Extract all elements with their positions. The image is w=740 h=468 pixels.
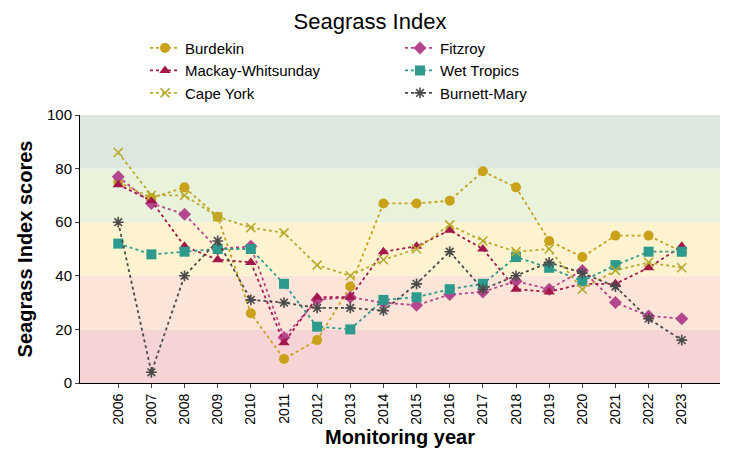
svg-text:Cape York: Cape York	[185, 85, 255, 102]
svg-text:20: 20	[55, 321, 72, 338]
svg-text:Seagrass Index: Seagrass Index	[294, 9, 447, 34]
svg-text:2023: 2023	[673, 393, 689, 424]
svg-text:Seagrass Index scores: Seagrass Index scores	[14, 141, 36, 358]
svg-text:80: 80	[55, 160, 72, 177]
svg-text:2012: 2012	[309, 393, 325, 424]
svg-text:2009: 2009	[209, 393, 225, 424]
svg-text:2018: 2018	[508, 393, 524, 424]
svg-text:Fitzroy: Fitzroy	[440, 40, 486, 57]
svg-text:100: 100	[47, 106, 72, 123]
svg-text:0: 0	[64, 374, 72, 391]
svg-text:Mackay-Whitsunday: Mackay-Whitsunday	[185, 62, 321, 79]
svg-text:2019: 2019	[541, 393, 557, 424]
svg-text:2014: 2014	[375, 393, 391, 424]
svg-text:60: 60	[55, 213, 72, 230]
svg-text:2006: 2006	[110, 393, 126, 424]
svg-text:2010: 2010	[242, 393, 258, 424]
svg-text:2015: 2015	[408, 393, 424, 424]
svg-text:Monitoring year: Monitoring year	[325, 426, 475, 448]
svg-text:2016: 2016	[441, 393, 457, 424]
svg-text:Burdekin: Burdekin	[185, 40, 244, 57]
svg-text:2008: 2008	[176, 393, 192, 424]
svg-text:2007: 2007	[143, 393, 159, 424]
svg-text:2013: 2013	[342, 393, 358, 424]
svg-text:40: 40	[55, 267, 72, 284]
svg-text:2020: 2020	[574, 393, 590, 424]
svg-text:2022: 2022	[640, 393, 656, 424]
svg-text:2011: 2011	[276, 393, 292, 423]
svg-text:2021: 2021	[607, 393, 623, 424]
svg-text:2017: 2017	[474, 393, 490, 424]
svg-text:Burnett-Mary: Burnett-Mary	[440, 85, 527, 102]
svg-text:Wet Tropics: Wet Tropics	[440, 62, 519, 79]
